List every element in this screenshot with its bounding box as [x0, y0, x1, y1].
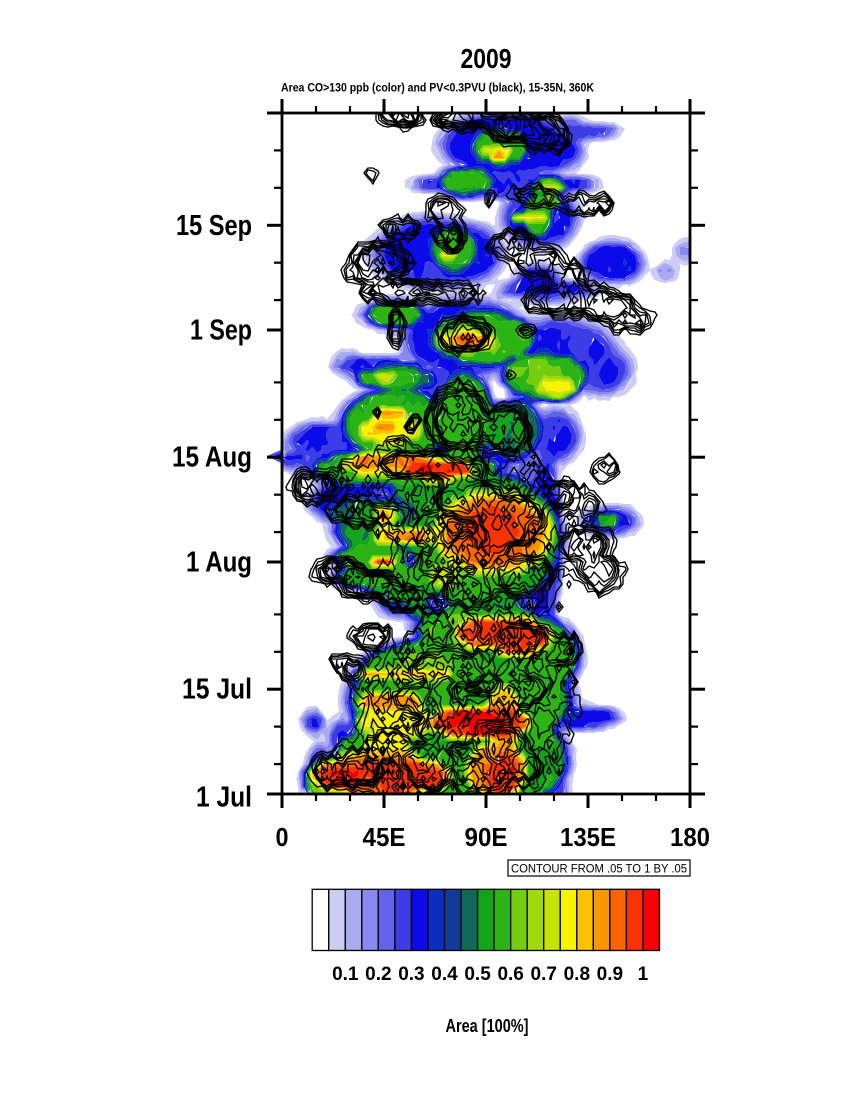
svg-text:0.8: 0.8 — [564, 964, 590, 985]
svg-text:0.3: 0.3 — [398, 964, 424, 985]
svg-text:15 Jul: 15 Jul — [182, 674, 252, 706]
svg-text:90E: 90E — [465, 822, 508, 852]
svg-text:15 Sep: 15 Sep — [176, 210, 252, 242]
svg-text:0.7: 0.7 — [531, 964, 557, 985]
svg-text:Area [100%]: Area [100%] — [446, 1016, 529, 1036]
svg-text:2009: 2009 — [461, 43, 512, 74]
svg-text:0: 0 — [276, 822, 289, 852]
svg-text:0.4: 0.4 — [431, 964, 458, 985]
svg-text:0.6: 0.6 — [497, 964, 523, 985]
svg-text:1 Aug: 1 Aug — [186, 547, 252, 579]
svg-text:CONTOUR FROM .05 TO 1 BY .05: CONTOUR FROM .05 TO 1 BY .05 — [511, 864, 687, 876]
svg-text:45E: 45E — [363, 822, 406, 852]
svg-text:1 Sep: 1 Sep — [190, 315, 252, 347]
svg-text:0.9: 0.9 — [597, 964, 623, 985]
svg-text:15 Aug: 15 Aug — [172, 442, 252, 474]
svg-text:0.1: 0.1 — [332, 964, 359, 985]
svg-text:1: 1 — [638, 964, 649, 985]
svg-text:1 Jul: 1 Jul — [196, 782, 252, 814]
svg-text:0.5: 0.5 — [464, 964, 491, 985]
svg-text:0.2: 0.2 — [365, 964, 391, 985]
svg-text:180: 180 — [670, 822, 710, 852]
svg-text:Area CO>130 ppb (color) and PV: Area CO>130 ppb (color) and PV<0.3PVU (b… — [281, 81, 594, 95]
svg-text:135E: 135E — [560, 822, 616, 852]
